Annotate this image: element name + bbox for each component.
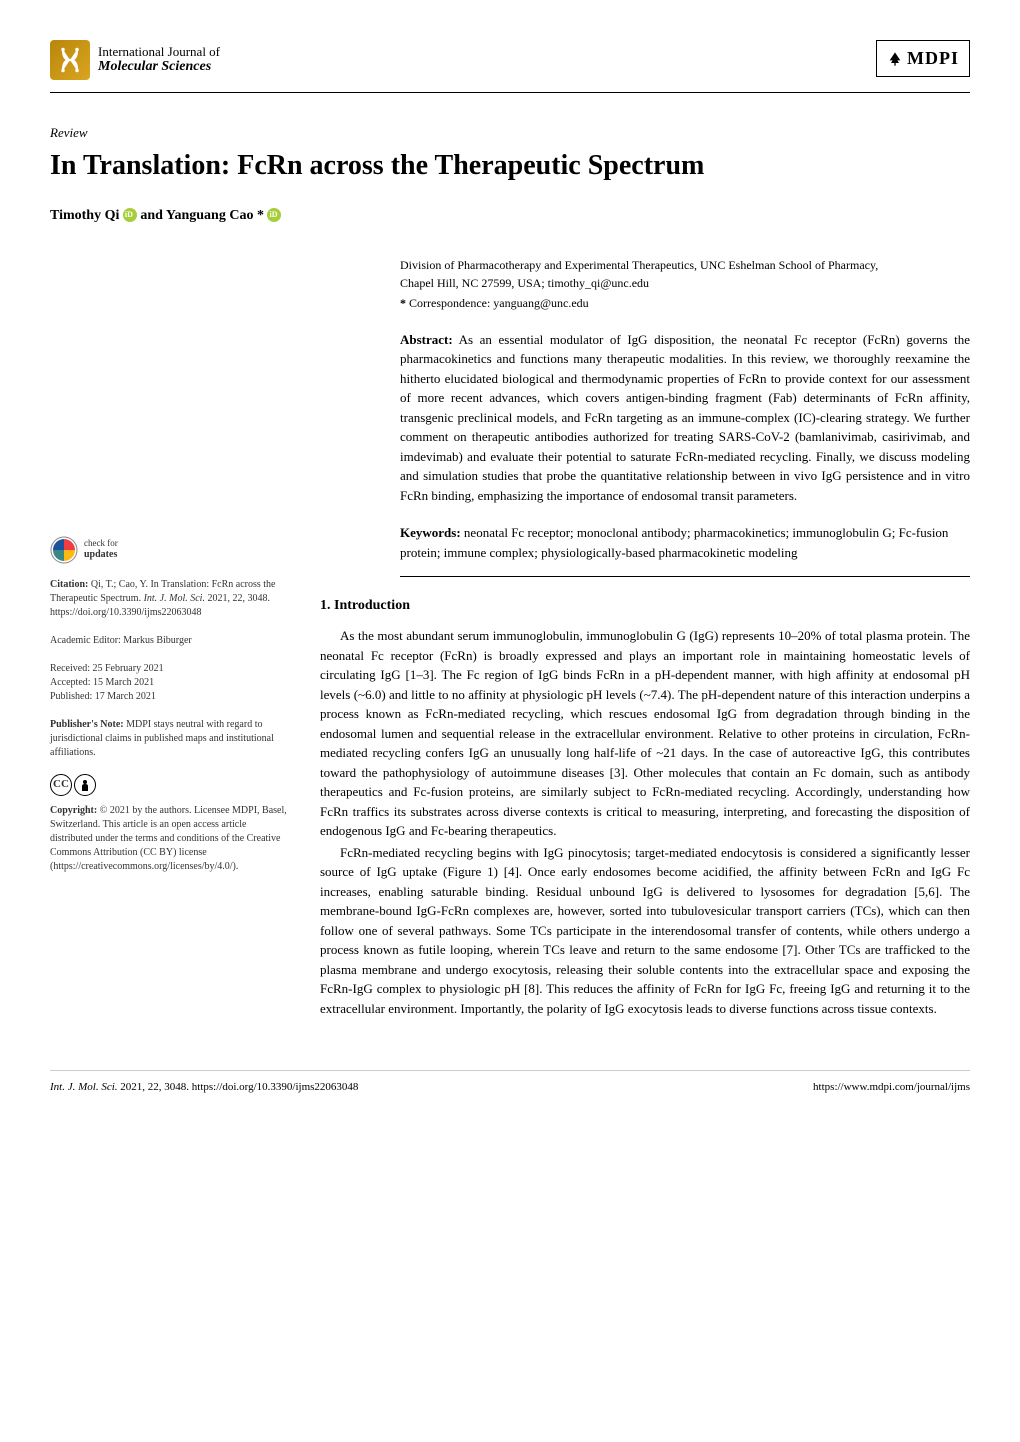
section-1-heading: 1. Introduction [320, 595, 970, 616]
sidebar: check for updates Citation: Qi, T.; Cao,… [50, 256, 290, 1021]
crossmark-icon [50, 536, 78, 564]
cc-by-icon [74, 774, 96, 796]
note-label: Publisher's Note: [50, 719, 124, 730]
footer-left: Int. J. Mol. Sci. 2021, 22, 3048. https:… [50, 1079, 358, 1096]
main-column: Division of Pharmacotherapy and Experime… [320, 256, 970, 1021]
intro-para-2: FcRn-mediated recycling begins with IgG … [320, 843, 970, 1019]
orcid-icon [267, 208, 281, 222]
citation-block: Citation: Qi, T.; Cao, Y. In Translation… [50, 578, 290, 620]
keywords-text: neonatal Fc receptor; monoclonal antibod… [400, 525, 948, 560]
journal-brand: International Journal of Molecular Scien… [50, 40, 220, 80]
accepted-date: Accepted: 15 March 2021 [50, 676, 290, 690]
keywords-label: Keywords: [400, 525, 461, 540]
intro-para-1: As the most abundant serum immunoglobuli… [320, 626, 970, 841]
published-date: Published: 17 March 2021 [50, 690, 290, 704]
journal-name: International Journal of Molecular Scien… [98, 44, 220, 76]
author-1: Timothy Qi [50, 208, 119, 223]
affil-line2: Chapel Hill, NC 27599, USA; timothy_qi@u… [400, 274, 970, 292]
journal-logo-icon [50, 40, 90, 80]
affil-line1: Division of Pharmacotherapy and Experime… [400, 256, 970, 274]
editor-block: Academic Editor: Markus Biburger [50, 634, 290, 648]
publisher-tree-icon [887, 51, 903, 67]
article-title: In Translation: FcRn across the Therapeu… [50, 145, 970, 187]
publisher-note: Publisher's Note: MDPI stays neutral wit… [50, 718, 290, 760]
license-block: CC Copyright: © 2021 by the authors. Lic… [50, 774, 290, 874]
copyright-label: Copyright: [50, 805, 97, 816]
affiliation-block: Division of Pharmacotherapy and Experime… [400, 256, 970, 312]
two-column-layout: check for updates Citation: Qi, T.; Cao,… [50, 256, 970, 1021]
citation-label: Citation: [50, 579, 88, 590]
check-line2: updates [84, 549, 117, 560]
page-footer: Int. J. Mol. Sci. 2021, 22, 3048. https:… [50, 1070, 970, 1096]
abstract-block: Abstract: As an essential modulator of I… [400, 330, 970, 506]
page-header: International Journal of Molecular Scien… [50, 40, 970, 93]
corr-label: * [400, 296, 406, 310]
check-line1: check for [84, 539, 118, 549]
cc-icon: CC [50, 774, 72, 796]
footer-journal: Int. J. Mol. Sci. [50, 1081, 118, 1093]
article-type: Review [50, 123, 970, 143]
orcid-icon [123, 208, 137, 222]
abstract-label: Abstract: [400, 332, 453, 347]
footer-left-rest: 2021, 22, 3048. https://doi.org/10.3390/… [118, 1081, 359, 1093]
correspondence: * Correspondence: yanguang@unc.edu [400, 294, 970, 312]
publisher-logo: MDPI [876, 40, 970, 77]
journal-name-line1: International Journal of [98, 44, 220, 60]
authors: Timothy Qi and Yanguang Cao * [50, 205, 970, 226]
publisher-name: MDPI [907, 45, 959, 72]
author-conj: and Yanguang Cao * [140, 208, 264, 223]
check-updates-badge[interactable]: check for updates [50, 536, 290, 564]
sidebar-spacer [50, 256, 290, 536]
footer-right: https://www.mdpi.com/journal/ijms [813, 1079, 970, 1096]
abstract-text: As an essential modulator of IgG disposi… [400, 332, 970, 503]
corr-text: Correspondence: yanguang@unc.edu [409, 296, 589, 310]
keywords-block: Keywords: neonatal Fc receptor; monoclon… [400, 523, 970, 577]
citation-journal: Int. J. Mol. Sci. [144, 593, 205, 604]
cc-logo: CC [50, 774, 290, 796]
dates-block: Received: 25 February 2021 Accepted: 15 … [50, 662, 290, 704]
copyright-text: Copyright: © 2021 by the authors. Licens… [50, 804, 290, 874]
journal-name-line2: Molecular Sciences [98, 59, 220, 76]
check-updates-text: check for updates [84, 539, 118, 560]
received-date: Received: 25 February 2021 [50, 662, 290, 676]
